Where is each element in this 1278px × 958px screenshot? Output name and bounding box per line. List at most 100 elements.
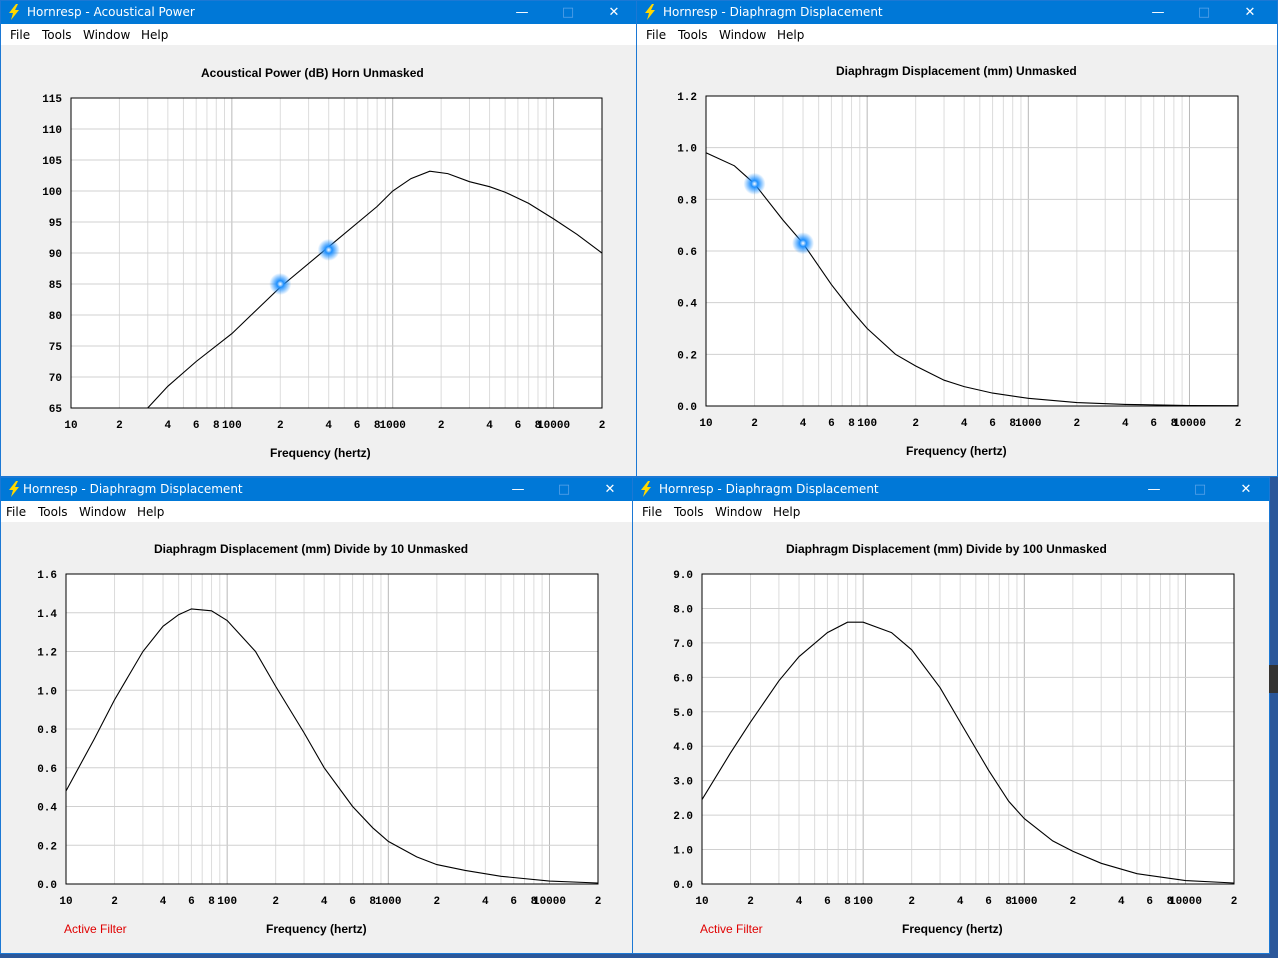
chart-title: Diaphragm Displacement (mm) Divide by 10…	[786, 542, 1107, 556]
x-tick-label: 6	[349, 896, 356, 908]
y-tick-label: 100	[42, 187, 62, 199]
title-bar[interactable]: Hornresp - Acoustical Power — □ ✕	[1, 1, 637, 24]
chart-diaphragm-displacement-div10[interactable]: 1.61.41.21.00.80.60.40.20.010 2 4 6 8 100 2 4 6 8…	[1, 478, 633, 953]
title-bar[interactable]: Hornresp - Diaphragm Displacement — □ ✕	[637, 1, 1277, 24]
y-tick-label: 0.6	[37, 764, 57, 776]
maximize-icon[interactable]: □	[1197, 5, 1211, 20]
y-tick-label: 3.0	[673, 777, 693, 789]
cursor-marker	[792, 232, 815, 255]
window-acoustical-power[interactable]: Hornresp - Acoustical Power — □ ✕ File T…	[0, 0, 638, 477]
y-tick-label: 95	[49, 218, 63, 230]
close-icon[interactable]: ✕	[1240, 482, 1252, 497]
menu-window[interactable]: Window	[79, 505, 127, 519]
x-tick-label: 6	[515, 420, 522, 432]
maximize-icon[interactable]: □	[557, 482, 571, 497]
x-tick-label: 2	[111, 896, 118, 908]
x-tick-label: 1000	[375, 896, 401, 908]
x-tick-label: 4	[800, 418, 807, 430]
x-tick-label: 6	[985, 896, 992, 908]
window-diaphragm-displacement-div10[interactable]: Hornresp - Diaphragm Displacement — □ ✕ …	[0, 477, 634, 954]
window-diaphragm-displacement[interactable]: Hornresp - Diaphragm Displacement — □ ✕ …	[636, 0, 1278, 477]
y-tick-label: 0.4	[677, 299, 697, 311]
menu-help[interactable]: Help	[141, 28, 169, 42]
maximize-icon[interactable]: □	[561, 5, 575, 20]
plot-frame	[705, 95, 1239, 407]
x-tick-label: 8	[535, 420, 542, 432]
cursor-marker	[317, 238, 340, 261]
x-tick-label: 8	[374, 420, 381, 432]
x-tick-label: 1000	[380, 420, 406, 432]
menu-window[interactable]: Window	[715, 505, 763, 519]
menu-file[interactable]: File	[10, 28, 31, 42]
y-tick-label: 80	[49, 311, 62, 323]
series-line	[66, 608, 598, 884]
y-tick-label: 5.0	[673, 708, 693, 720]
x-tick-label: 2	[1074, 418, 1081, 430]
menu-help[interactable]: Help	[137, 505, 165, 519]
menu-tools[interactable]: Tools	[674, 505, 704, 519]
menu-file[interactable]: File	[6, 505, 27, 519]
title-bar[interactable]: Hornresp - Diaphragm Displacement — □ ✕	[1, 478, 633, 501]
minimize-icon[interactable]: —	[1147, 482, 1161, 497]
x-tick-label: 8	[369, 896, 376, 908]
window-title: Hornresp - Diaphragm Displacement	[659, 482, 879, 496]
x-tick-label: 4	[165, 420, 172, 432]
menu-window[interactable]: Window	[719, 28, 767, 42]
menu-tools[interactable]: Tools	[38, 505, 68, 519]
x-tick-label: 6	[510, 896, 517, 908]
x-tick-label: 10	[699, 418, 712, 430]
x-tick-label: 6	[354, 420, 361, 432]
menu-tools[interactable]: Tools	[678, 28, 708, 42]
chart-diaphragm-displacement[interactable]: 1.21.00.80.60.40.20.010 2 4 6 8 100 2 4 6 8 1000 2 4…	[637, 1, 1277, 476]
y-tick-label: 0.4	[37, 803, 57, 815]
maximize-icon[interactable]: □	[1193, 482, 1207, 497]
y-tick-label: 115	[42, 94, 62, 106]
x-tick-label: 2	[1070, 896, 1077, 908]
window-diaphragm-displacement-div100[interactable]: Hornresp - Diaphragm Displacement — □ ✕ …	[632, 477, 1270, 954]
title-bar[interactable]: Hornresp - Diaphragm Displacement — □ ✕	[633, 478, 1269, 501]
menu-window[interactable]: Window	[83, 28, 131, 42]
x-tick-label: 8	[208, 896, 215, 908]
y-tick-label: 0.6	[677, 247, 697, 259]
x-tick-label: 8	[1005, 896, 1012, 908]
close-icon[interactable]: ✕	[1244, 5, 1256, 20]
lightning-bolt-icon	[641, 481, 651, 497]
scrollbar-thumb[interactable]	[1269, 665, 1278, 693]
menu-file[interactable]: File	[642, 505, 663, 519]
plot-frame	[65, 573, 599, 885]
chart-diaphragm-displacement-div100[interactable]: 9.08.07.06.05.04.03.02.01.00.010 2 4 6 8 100 2…	[633, 478, 1269, 953]
menu-help[interactable]: Help	[777, 28, 805, 42]
menu-help[interactable]: Help	[773, 505, 801, 519]
series-line	[702, 621, 1234, 884]
x-tick-label: 4	[796, 896, 803, 908]
x-tick-label: 6	[1150, 418, 1157, 430]
x-axis-label: Frequency (hertz)	[266, 922, 367, 936]
menu-file[interactable]: File	[646, 28, 667, 42]
x-tick-label: 100	[857, 418, 877, 430]
close-icon[interactable]: ✕	[608, 5, 620, 20]
y-tick-label: 0.0	[673, 880, 693, 892]
x-tick-label: 2	[599, 420, 606, 432]
menu-tools[interactable]: Tools	[42, 28, 72, 42]
y-tick-label: 2.0	[673, 811, 693, 823]
y-tick-label: 70	[49, 373, 62, 385]
window-title: Hornresp - Acoustical Power	[27, 5, 195, 19]
y-tick-label: 1.0	[673, 846, 693, 858]
x-tick-label: 2	[595, 896, 602, 908]
x-tick-label: 10	[59, 896, 72, 908]
x-tick-label: 6	[824, 896, 831, 908]
x-tick-label: 4	[321, 896, 328, 908]
x-tick-label: 2	[434, 896, 441, 908]
cursor-marker	[743, 172, 766, 195]
y-tick-label: 65	[49, 404, 63, 416]
close-icon[interactable]: ✕	[604, 482, 616, 497]
menu-bar: File Tools Window Help	[1, 24, 637, 45]
y-tick-label: 90	[49, 249, 62, 261]
x-tick-label: 8	[531, 896, 538, 908]
minimize-icon[interactable]: —	[511, 482, 525, 497]
series-line	[146, 170, 602, 408]
minimize-icon[interactable]: —	[515, 5, 529, 20]
minimize-icon[interactable]: —	[1151, 5, 1165, 20]
x-tick-label: 8	[844, 896, 851, 908]
